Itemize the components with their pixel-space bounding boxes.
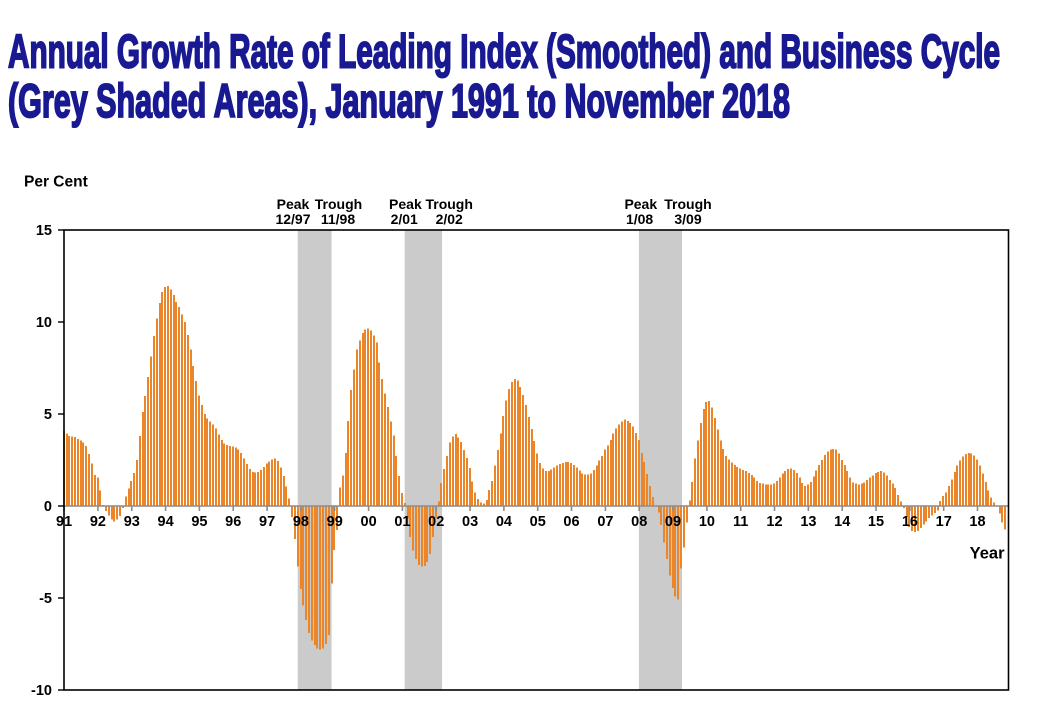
svg-text:11/98: 11/98 <box>321 211 355 227</box>
svg-text:10: 10 <box>36 315 52 331</box>
svg-text:Annual Growth Rate of Leading: Annual Growth Rate of Leading Index (Smo… <box>8 25 1000 78</box>
svg-text:2/01: 2/01 <box>391 211 418 227</box>
svg-text:18: 18 <box>969 514 985 530</box>
svg-text:Per Cent: Per Cent <box>24 174 88 191</box>
svg-text:17: 17 <box>936 514 952 530</box>
svg-text:06: 06 <box>563 514 579 530</box>
svg-text:00: 00 <box>361 514 377 530</box>
svg-text:15: 15 <box>36 223 52 239</box>
svg-text:09: 09 <box>665 514 681 530</box>
svg-text:10: 10 <box>699 514 715 530</box>
svg-text:94: 94 <box>158 514 174 530</box>
svg-text:0: 0 <box>44 499 52 515</box>
svg-text:93: 93 <box>124 514 140 530</box>
svg-text:1/08: 1/08 <box>626 211 653 227</box>
svg-text:12: 12 <box>766 514 782 530</box>
svg-text:5: 5 <box>44 407 52 423</box>
svg-text:04: 04 <box>496 514 512 530</box>
svg-text:12/97: 12/97 <box>275 211 310 227</box>
svg-text:Year: Year <box>970 545 1005 563</box>
svg-text:03: 03 <box>462 514 478 530</box>
svg-text:95: 95 <box>191 514 207 530</box>
svg-text:Peak: Peak <box>624 196 657 212</box>
svg-text:08: 08 <box>631 514 647 530</box>
svg-text:3/09: 3/09 <box>674 211 701 227</box>
svg-text:14: 14 <box>834 514 850 530</box>
svg-text:02: 02 <box>428 514 444 530</box>
svg-text:01: 01 <box>394 514 410 530</box>
svg-text:Peak: Peak <box>389 196 422 212</box>
svg-text:(Grey Shaded Areas), January 1: (Grey Shaded Areas), January 1991 to Nov… <box>8 74 790 127</box>
svg-text:2/02: 2/02 <box>436 211 463 227</box>
svg-text:Trough: Trough <box>425 196 472 212</box>
svg-text:15: 15 <box>868 514 884 530</box>
svg-text:16: 16 <box>902 514 918 530</box>
svg-text:98: 98 <box>293 514 309 530</box>
svg-text:97: 97 <box>259 514 275 530</box>
svg-text:11: 11 <box>733 514 748 530</box>
svg-text:05: 05 <box>530 514 546 530</box>
svg-text:-5: -5 <box>39 591 52 607</box>
svg-text:07: 07 <box>597 514 613 530</box>
svg-text:91: 91 <box>56 514 72 530</box>
svg-text:-10: -10 <box>31 683 52 699</box>
svg-text:Trough: Trough <box>664 196 711 212</box>
svg-text:99: 99 <box>327 514 343 530</box>
svg-text:92: 92 <box>90 514 106 530</box>
svg-text:13: 13 <box>800 514 816 530</box>
svg-text:Trough: Trough <box>315 196 362 212</box>
svg-text:96: 96 <box>225 514 241 530</box>
svg-text:Peak: Peak <box>277 196 310 212</box>
